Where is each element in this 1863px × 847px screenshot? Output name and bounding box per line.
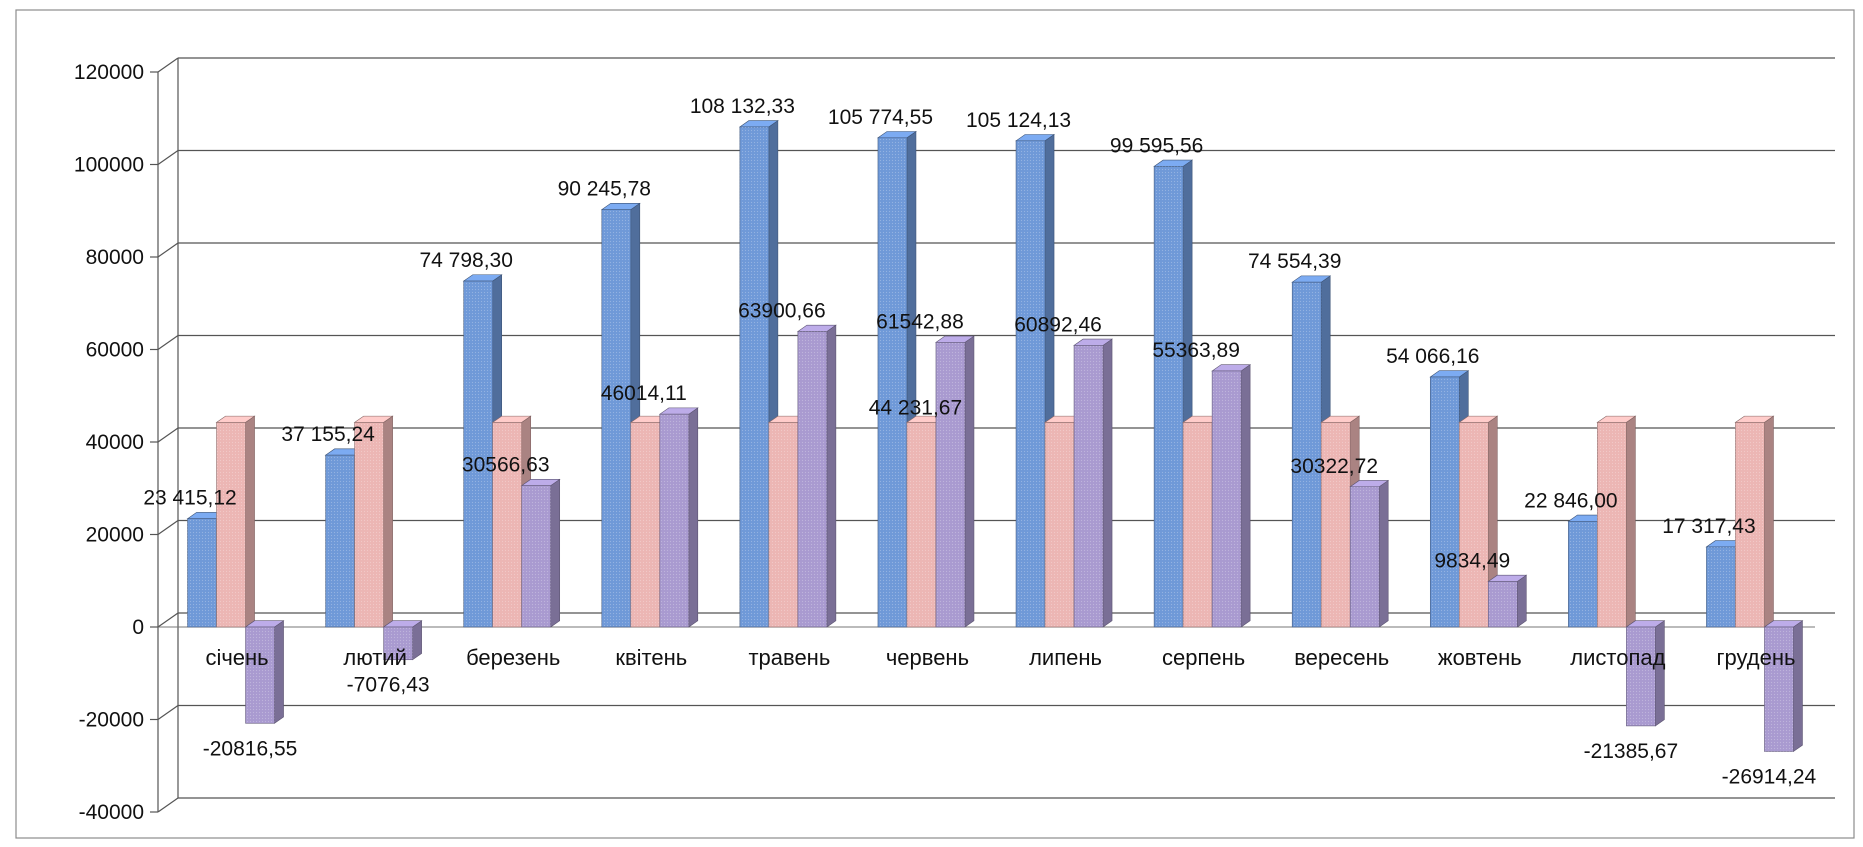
y-tick-label: 60000	[86, 339, 144, 362]
gridline-depth	[157, 335, 179, 350]
x-tick-label: березень	[466, 645, 560, 670]
x-axis-labels: січень лютий березень квітень травень червень…	[205, 645, 1795, 670]
gridline-depth	[157, 520, 179, 535]
data-label: 30322,72	[1290, 455, 1378, 478]
data-label: 46014,11	[601, 382, 687, 405]
bar	[382, 620, 423, 661]
bar	[738, 120, 779, 628]
bar	[658, 407, 699, 628]
data-labels: 23 415,12 -20816,55 37 155,24 -7076,43 74 79…	[143, 95, 1816, 789]
y-tick-label: 40000	[86, 431, 144, 454]
gridline-depth	[157, 57, 179, 73]
data-label: 44 231,67	[869, 396, 962, 419]
bar	[796, 324, 837, 628]
data-label: 54 066,16	[1386, 345, 1479, 368]
y-axis: -40000 -20000 0 20000 40000 60000 80000 100000 1…	[74, 61, 159, 824]
bar	[215, 415, 256, 628]
x-tick-label: листопад	[1570, 645, 1665, 670]
gridline-depth	[157, 150, 179, 165]
x-tick-label: липень	[1029, 645, 1102, 670]
data-label: 17 317,43	[1662, 515, 1755, 538]
data-label: -26914,24	[1722, 765, 1817, 788]
bar	[462, 274, 503, 628]
data-label: 60892,46	[1014, 313, 1102, 336]
gridlines	[157, 57, 1835, 813]
bar	[244, 620, 285, 724]
data-label: -20816,55	[203, 737, 298, 760]
data-label: 90 245,78	[558, 178, 651, 201]
bar	[520, 478, 561, 628]
bar	[1073, 338, 1113, 628]
gridline-depth	[157, 797, 179, 813]
y-tick-label: -40000	[79, 801, 144, 824]
bar	[1734, 415, 1775, 628]
bar	[1349, 479, 1390, 628]
x-tick-label: лютий	[343, 645, 407, 670]
data-label: 99 595,56	[1110, 134, 1203, 157]
data-label: 37 155,24	[281, 423, 375, 446]
data-label: 30566,63	[462, 454, 550, 477]
gridline-depth	[157, 612, 179, 628]
data-label: 105 124,13	[966, 109, 1071, 132]
x-tick-label: травень	[748, 645, 830, 670]
y-tick-label: 20000	[86, 524, 144, 547]
gridline-depth	[157, 705, 179, 720]
data-label: 74 798,30	[419, 249, 512, 272]
bar	[935, 335, 975, 628]
x-tick-label: грудень	[1716, 645, 1795, 670]
x-tick-label: червень	[886, 645, 969, 670]
data-label: 105 774,55	[828, 106, 933, 129]
data-label: 55363,89	[1152, 339, 1240, 362]
x-tick-label: квітень	[615, 645, 687, 670]
data-label: 61542,88	[876, 310, 964, 333]
bars	[186, 120, 1804, 753]
bar	[1487, 574, 1528, 628]
gridline-depth	[157, 242, 179, 258]
data-label: -21385,67	[1584, 740, 1679, 763]
y-tick-label: 100000	[74, 154, 144, 177]
bar	[1763, 620, 1804, 753]
y-tick-label: 120000	[74, 61, 144, 84]
data-label: 22 846,00	[1524, 489, 1617, 512]
data-label: 23 415,12	[143, 487, 236, 510]
gridline-depth	[157, 427, 179, 443]
y-tick-label: 80000	[86, 246, 144, 269]
data-label: 63900,66	[738, 299, 826, 322]
y-tick-label: -20000	[79, 709, 144, 732]
x-tick-label: серпень	[1162, 645, 1245, 670]
data-label: 74 554,39	[1248, 250, 1341, 273]
data-label: -7076,43	[347, 674, 430, 697]
bar	[1211, 364, 1252, 628]
data-label: 9834,49	[1434, 550, 1510, 573]
bar	[1596, 415, 1637, 628]
x-tick-label: січень	[205, 645, 268, 670]
data-label: 108 132,33	[690, 95, 795, 118]
x-tick-label: жовтень	[1438, 645, 1522, 670]
y-tick-label: 0	[132, 616, 144, 639]
x-tick-label: вересень	[1294, 645, 1389, 670]
bar	[1625, 620, 1666, 727]
bar	[353, 415, 394, 628]
